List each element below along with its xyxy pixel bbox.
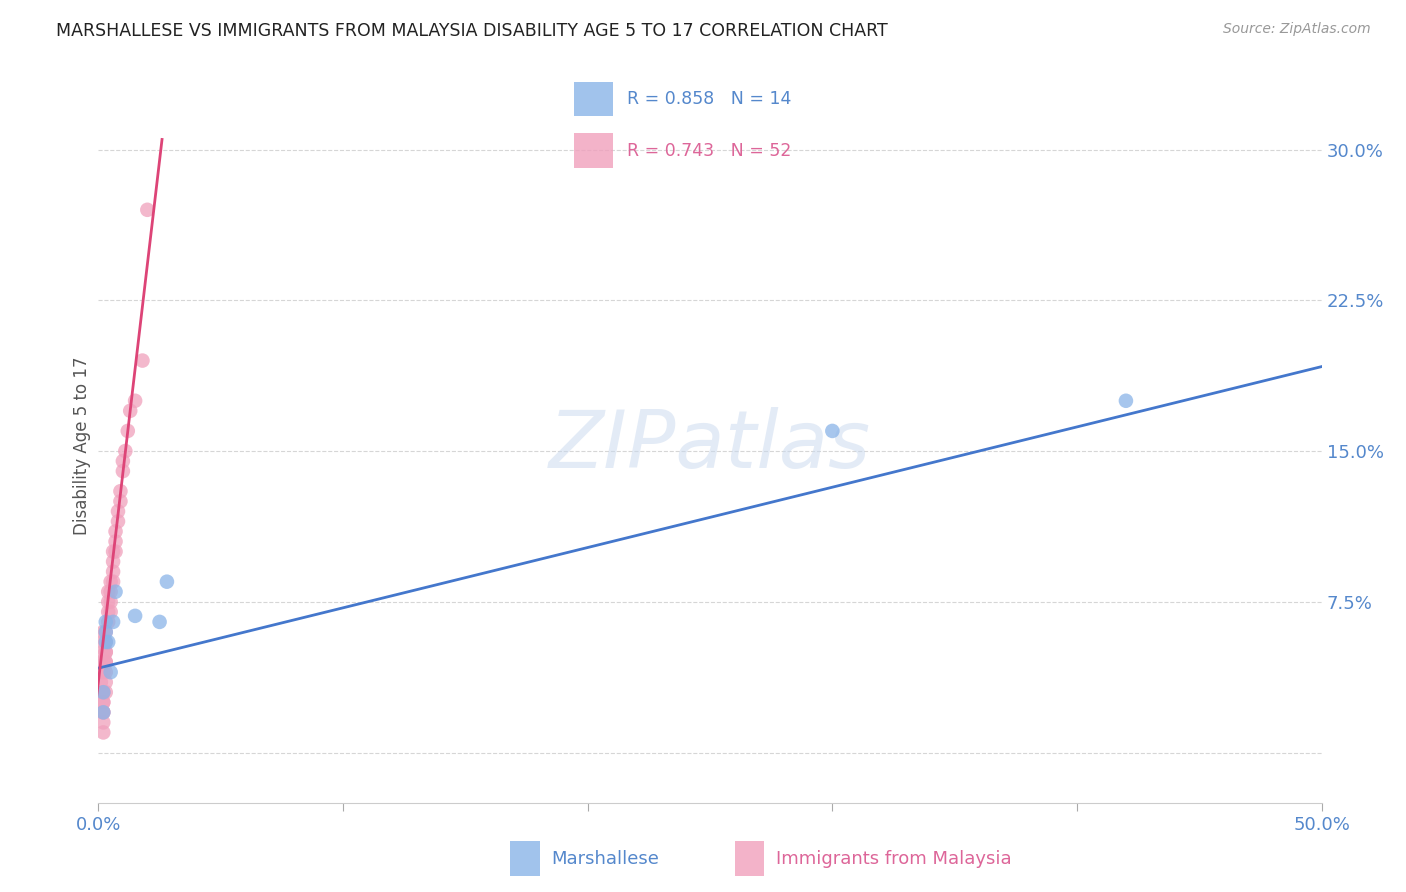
Point xyxy=(1115,393,1137,408)
Point xyxy=(94,624,117,639)
Point xyxy=(124,608,146,623)
Point xyxy=(136,202,159,217)
Point xyxy=(156,574,179,589)
Point xyxy=(97,595,120,609)
Point xyxy=(91,685,114,699)
Bar xyxy=(574,134,613,168)
Point xyxy=(94,635,117,649)
Point xyxy=(94,665,117,680)
Text: Source: ZipAtlas.com: Source: ZipAtlas.com xyxy=(1223,22,1371,37)
Point xyxy=(94,655,117,669)
Point xyxy=(91,695,114,709)
Point xyxy=(124,393,146,408)
Point xyxy=(91,715,114,730)
Text: R = 0.858   N = 14: R = 0.858 N = 14 xyxy=(627,90,792,108)
Y-axis label: Disability Age 5 to 17: Disability Age 5 to 17 xyxy=(73,357,91,535)
Point xyxy=(91,655,114,669)
Point xyxy=(100,584,122,599)
Point xyxy=(101,565,124,579)
Point xyxy=(97,584,120,599)
Point xyxy=(97,635,120,649)
Point xyxy=(111,454,134,468)
Point xyxy=(94,655,117,669)
Point xyxy=(104,534,127,549)
Bar xyxy=(574,82,613,116)
Point xyxy=(91,685,114,699)
Point xyxy=(91,706,114,720)
Point xyxy=(101,555,124,569)
Point xyxy=(100,595,122,609)
Point xyxy=(114,444,136,458)
Point xyxy=(100,605,122,619)
Point xyxy=(90,675,112,690)
Point xyxy=(110,494,132,508)
Point xyxy=(104,584,127,599)
Point xyxy=(91,624,114,639)
Text: Immigrants from Malaysia: Immigrants from Malaysia xyxy=(776,849,1012,868)
Text: Marshallese: Marshallese xyxy=(551,849,659,868)
Point xyxy=(110,484,132,499)
Point xyxy=(101,574,124,589)
Point xyxy=(91,725,114,739)
Point xyxy=(94,645,117,659)
Point xyxy=(91,706,114,720)
Point xyxy=(94,645,117,659)
Point xyxy=(94,624,117,639)
Point xyxy=(131,353,153,368)
Point xyxy=(149,615,172,629)
Point xyxy=(94,675,117,690)
Point xyxy=(91,665,114,680)
Bar xyxy=(735,841,765,876)
Point xyxy=(91,685,114,699)
Point xyxy=(104,524,127,539)
Point xyxy=(91,635,114,649)
Point xyxy=(117,424,139,438)
Point xyxy=(111,464,134,478)
Point xyxy=(100,665,122,680)
Point xyxy=(101,615,124,629)
Point xyxy=(91,645,114,659)
Point xyxy=(91,706,114,720)
Point xyxy=(97,615,120,629)
Point xyxy=(107,515,129,529)
Point xyxy=(91,695,114,709)
Point xyxy=(100,574,122,589)
Point xyxy=(90,665,112,680)
Text: MARSHALLESE VS IMMIGRANTS FROM MALAYSIA DISABILITY AGE 5 TO 17 CORRELATION CHART: MARSHALLESE VS IMMIGRANTS FROM MALAYSIA … xyxy=(56,22,889,40)
Point xyxy=(94,635,117,649)
Point xyxy=(120,404,142,418)
Point xyxy=(94,685,117,699)
Point xyxy=(90,655,112,669)
Point xyxy=(101,544,124,558)
Text: ZIPatlas: ZIPatlas xyxy=(548,407,872,485)
Point xyxy=(104,544,127,558)
Point xyxy=(94,615,117,629)
Point xyxy=(821,424,844,438)
Bar xyxy=(510,841,540,876)
Text: R = 0.743   N = 52: R = 0.743 N = 52 xyxy=(627,142,792,160)
Point xyxy=(97,605,120,619)
Point xyxy=(107,504,129,518)
